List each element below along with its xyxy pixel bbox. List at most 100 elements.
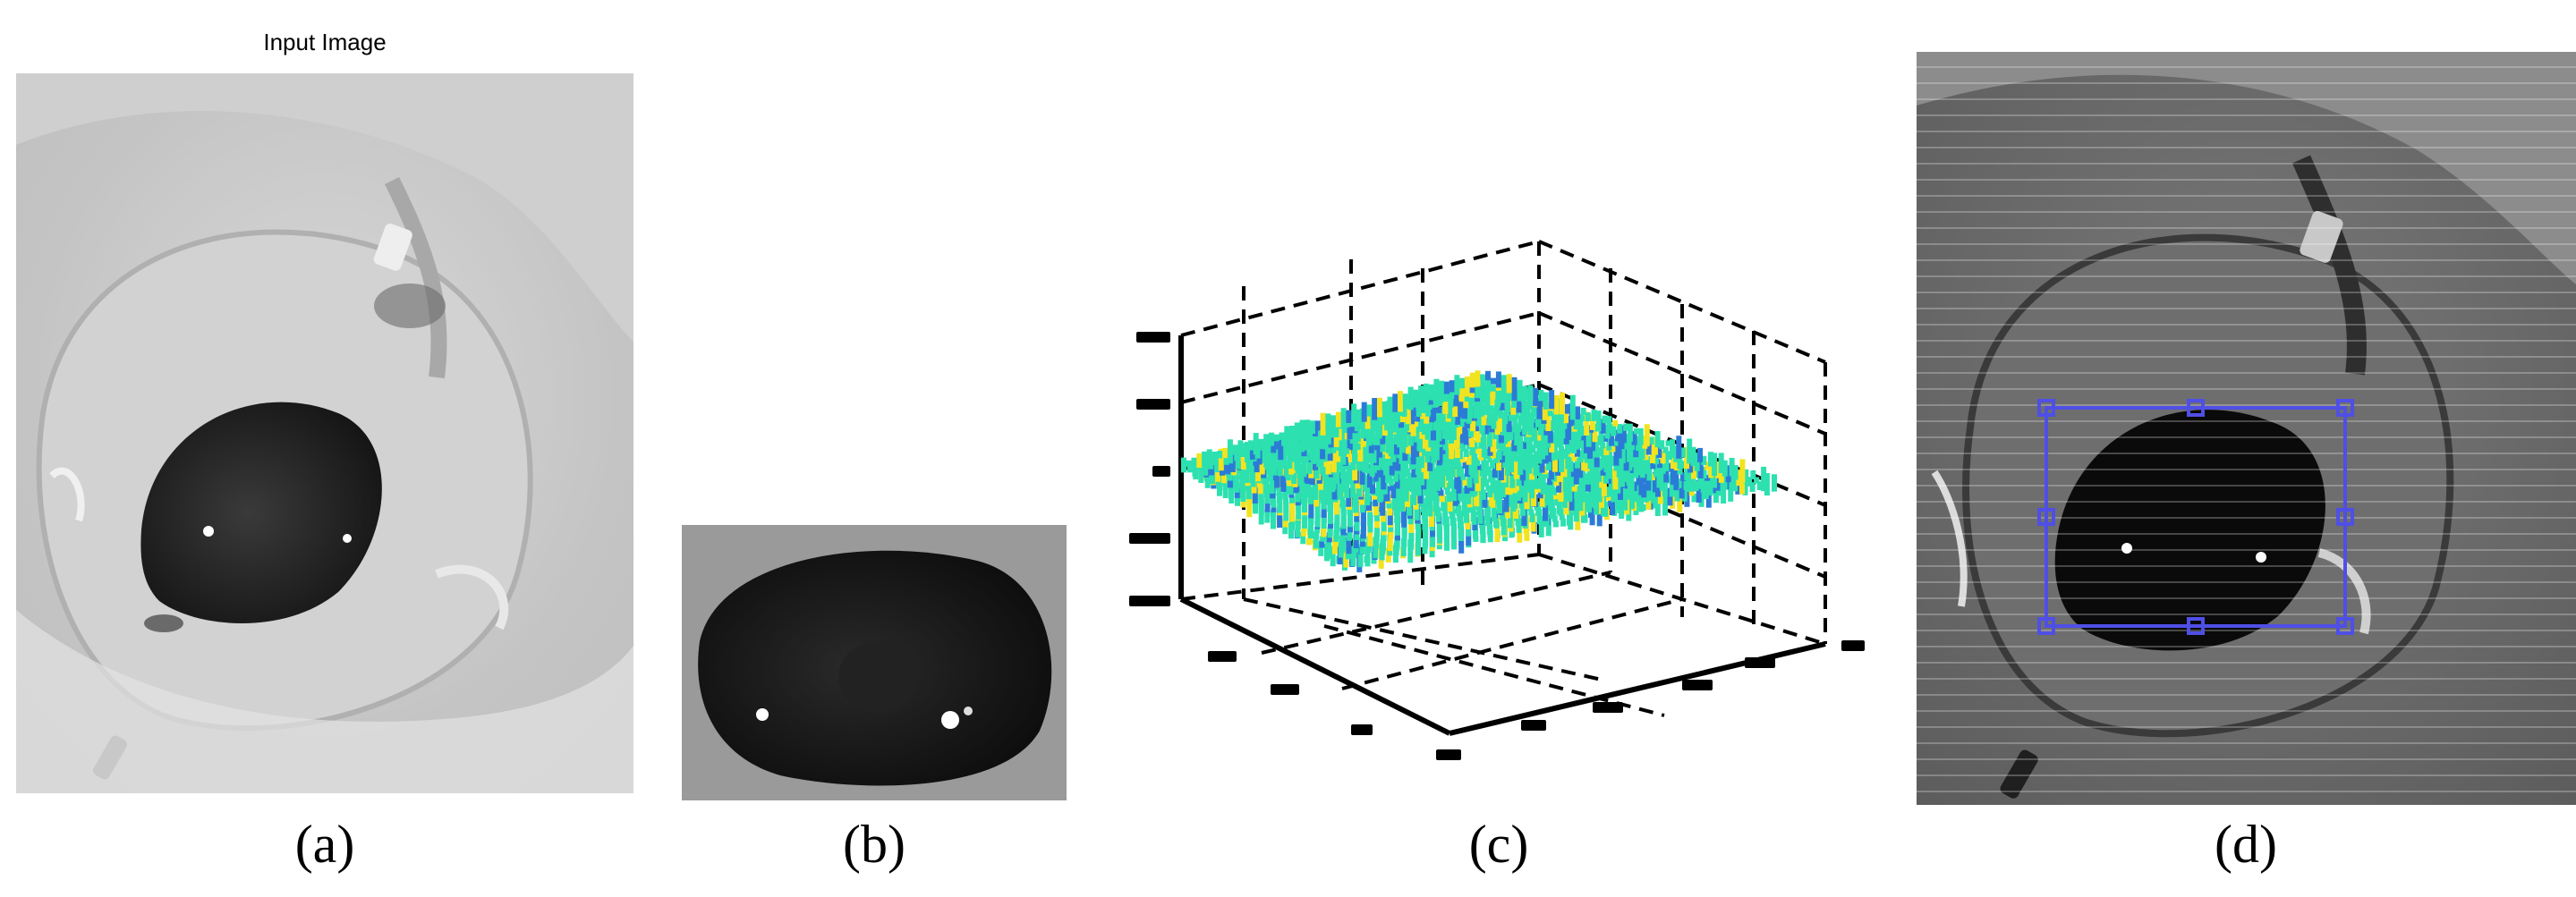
surface-column xyxy=(1540,446,1545,460)
surface-column xyxy=(1411,481,1417,505)
surface-column xyxy=(1643,473,1649,483)
surface-column xyxy=(1304,468,1310,483)
surface-column xyxy=(1333,429,1339,447)
surface-column xyxy=(1269,450,1275,463)
surface-column xyxy=(1381,532,1386,551)
surface-column xyxy=(1543,392,1549,410)
surface-column xyxy=(1764,473,1770,496)
surface-column xyxy=(1402,428,1408,448)
surface-column xyxy=(1637,460,1643,476)
surface-column xyxy=(1294,452,1300,470)
surface-column xyxy=(1725,465,1731,483)
surface-column xyxy=(1623,446,1629,471)
surface-column xyxy=(1320,536,1326,542)
surface-column xyxy=(1424,424,1431,440)
surface-column xyxy=(1535,506,1542,516)
surface-column xyxy=(1351,403,1357,427)
surface-column xyxy=(1521,444,1527,470)
surface-column xyxy=(1434,409,1441,425)
surface-column xyxy=(1347,418,1353,440)
surface-column xyxy=(1446,491,1452,503)
surface-column xyxy=(1520,475,1526,498)
surface-column xyxy=(1495,371,1501,388)
surface-column xyxy=(1555,412,1561,436)
surface-column xyxy=(1556,499,1562,515)
panel-a-title: Input Image xyxy=(263,29,387,55)
surface-column xyxy=(1381,467,1387,490)
surface-column xyxy=(1687,466,1693,485)
surface-column xyxy=(1609,427,1614,446)
surface-column xyxy=(1414,437,1420,457)
panel-a-label: (a) xyxy=(294,815,355,874)
surface-column xyxy=(1243,443,1249,452)
surface-column xyxy=(1414,427,1420,443)
surface-column xyxy=(1402,393,1408,406)
surface-column xyxy=(1259,454,1265,475)
surface-column xyxy=(1673,461,1679,470)
surface-column xyxy=(1462,416,1468,442)
surface-column xyxy=(1487,455,1493,463)
surface-column xyxy=(1580,408,1586,415)
surface-column xyxy=(1401,396,1407,417)
surface-column xyxy=(1513,501,1519,519)
surface-column xyxy=(1515,438,1521,455)
surface-column xyxy=(1186,460,1192,467)
surface-column xyxy=(1373,536,1380,550)
surface-column xyxy=(1407,416,1413,433)
surface-column xyxy=(1288,492,1295,498)
surface-column xyxy=(1587,452,1594,470)
surface-column xyxy=(1485,485,1492,491)
surface-column xyxy=(1381,408,1387,418)
surface-column xyxy=(1739,459,1746,483)
surface-column xyxy=(1705,475,1711,481)
surface-column xyxy=(1684,460,1690,480)
surface-column xyxy=(1509,447,1515,473)
surface-column xyxy=(1550,420,1555,431)
surface-column xyxy=(1462,478,1468,486)
surface-column xyxy=(1413,419,1418,427)
surface-column xyxy=(1263,448,1270,468)
surface-column xyxy=(1590,453,1596,478)
surface-column xyxy=(1334,504,1340,528)
surface-column xyxy=(1634,481,1640,503)
surface-column xyxy=(1354,409,1360,432)
input-image xyxy=(16,73,633,793)
surface-column xyxy=(1295,485,1301,503)
surface-column xyxy=(1747,477,1753,487)
surface-column xyxy=(1458,419,1465,427)
surface-column xyxy=(1441,454,1448,473)
surface-column xyxy=(1575,406,1581,419)
surface-column xyxy=(1314,530,1320,540)
surface-column xyxy=(1533,456,1539,476)
surface-column xyxy=(1357,544,1364,568)
surface-column xyxy=(1238,472,1245,479)
surface-column xyxy=(1525,470,1531,490)
surface-column xyxy=(1449,387,1455,399)
surface-column xyxy=(1549,436,1555,453)
surface-column xyxy=(1577,414,1584,436)
surface-column xyxy=(1654,452,1659,465)
surface-column xyxy=(1577,450,1584,463)
surface-column xyxy=(1527,385,1534,398)
surface-column xyxy=(1552,452,1558,472)
surface-column xyxy=(1567,469,1573,485)
surface-column xyxy=(1516,485,1521,501)
surface-column xyxy=(1530,444,1536,453)
surface-column xyxy=(1377,397,1382,418)
surface-column xyxy=(1326,535,1332,550)
surface-column xyxy=(1405,400,1411,425)
surface-column xyxy=(1239,474,1245,488)
surface-column xyxy=(1710,484,1716,494)
surface-column xyxy=(1691,494,1697,503)
surface-column xyxy=(1356,454,1362,470)
surface-column xyxy=(1656,444,1662,459)
surface-column xyxy=(1460,443,1467,452)
surface-column xyxy=(1228,478,1234,499)
surface-column xyxy=(1565,449,1571,470)
surface-column xyxy=(1394,511,1400,536)
surface-column xyxy=(1240,447,1246,470)
surface-column xyxy=(1475,433,1481,443)
surface-column xyxy=(1669,472,1675,497)
surface-column xyxy=(1494,517,1501,543)
surface-column xyxy=(1584,446,1590,463)
